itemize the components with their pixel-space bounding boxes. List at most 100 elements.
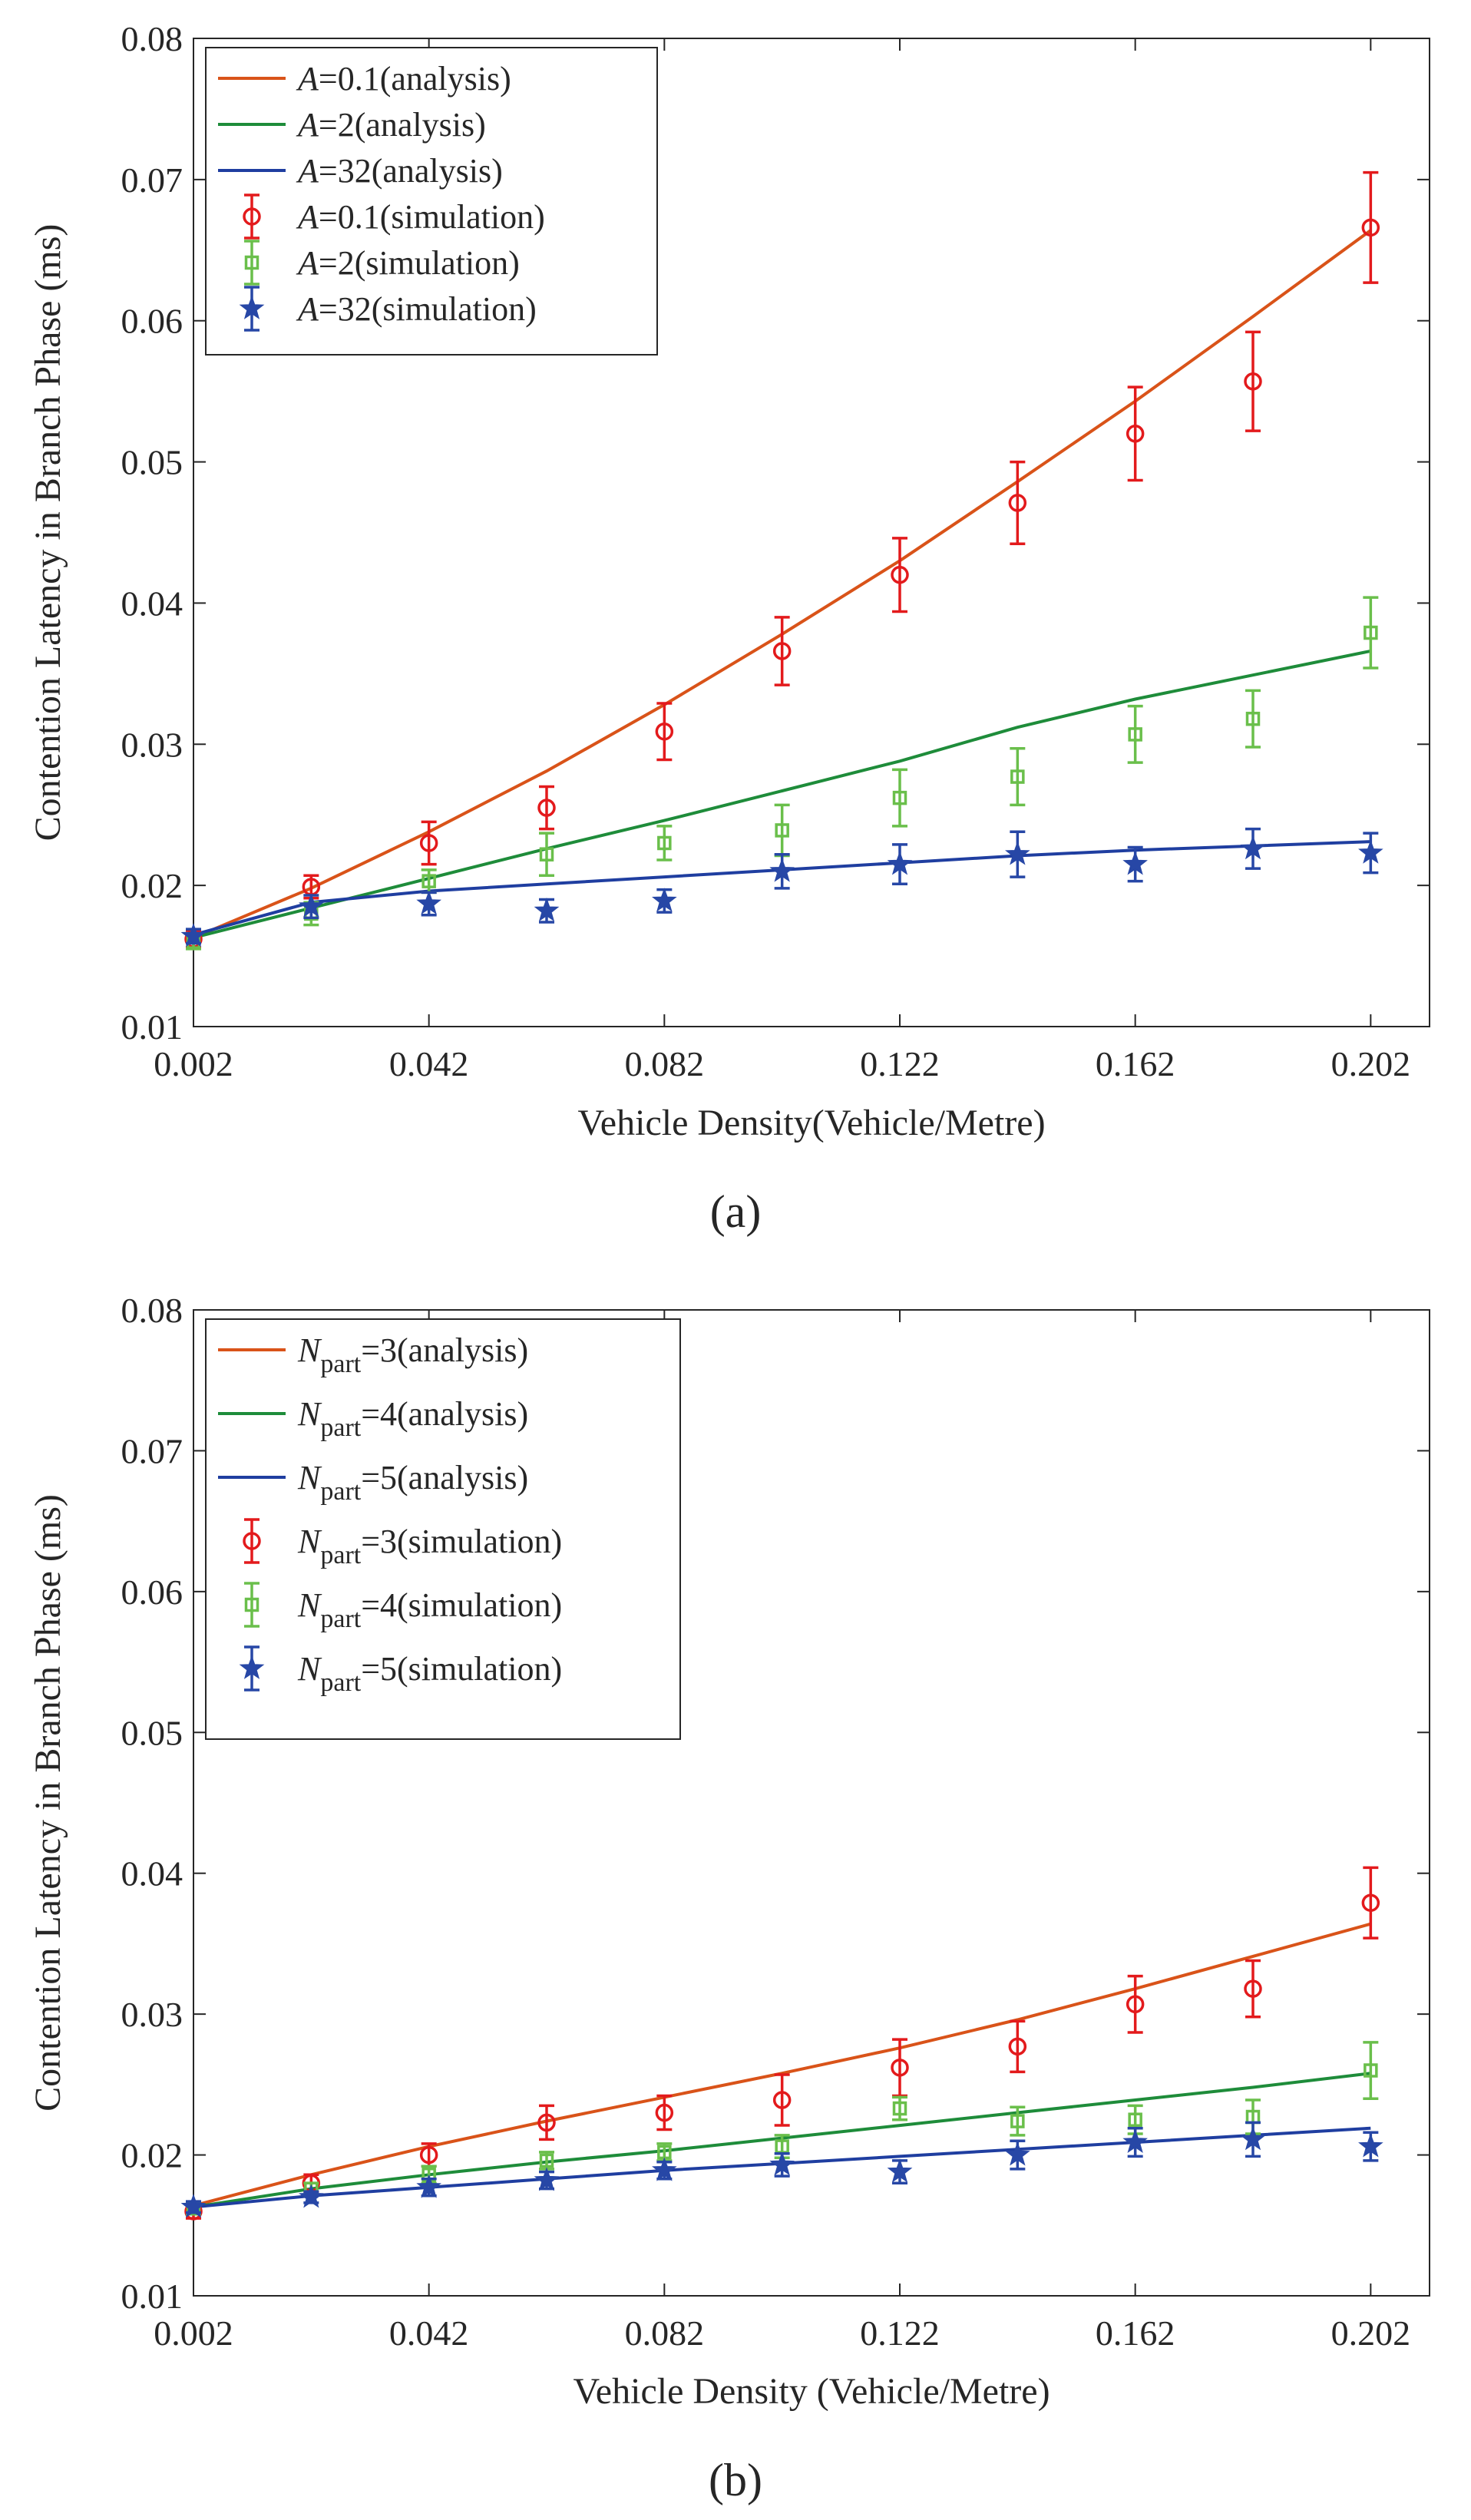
charta-data-point — [1128, 727, 1142, 742]
charta-data-point — [1244, 372, 1262, 391]
chartb-legend-label: Npart=5(analysis) — [297, 1459, 528, 1506]
chartb-data-point — [1361, 1893, 1380, 1912]
charta-data-point — [891, 565, 909, 584]
charta-series-line — [193, 649, 1371, 940]
chartb-data-point — [537, 2113, 556, 2132]
charta-data-point — [534, 897, 560, 922]
charta-ytick-label: 0.03 — [121, 725, 183, 764]
charta-data-point — [652, 888, 677, 912]
charta-data-point — [539, 847, 554, 861]
chartb-legend-box — [205, 1318, 681, 1740]
chartb-legend-label: Npart=3(analysis) — [297, 1331, 528, 1378]
charta-data-point — [537, 799, 556, 817]
charta-data-point — [1122, 851, 1148, 875]
charta-legend-marker — [243, 207, 261, 226]
charta-data-point — [772, 642, 792, 660]
charta-data-point — [1126, 425, 1145, 443]
chartb-data-point — [1364, 2063, 1378, 2078]
chartb-xtick-label: 0.122 — [860, 2313, 940, 2353]
chartb-data-point — [769, 2151, 795, 2176]
charta-ytick-label: 0.08 — [121, 19, 183, 58]
chartb-legend-marker — [239, 1655, 265, 1679]
charta-data-point — [421, 874, 436, 888]
chartb-legend-label: Npart=4(analysis) — [297, 1395, 528, 1442]
chartb-data-point — [539, 2153, 554, 2168]
chartb-ytick-label: 0.07 — [121, 1431, 183, 1470]
charta-data-point — [1008, 494, 1027, 512]
chartb-data-point — [891, 2059, 909, 2077]
chartb-data-point — [772, 2091, 792, 2109]
charta-data-point — [655, 722, 674, 741]
charta-data-point — [1361, 218, 1380, 237]
chartb-xtick-label: 0.082 — [625, 2313, 705, 2353]
charta-ytick-label: 0.01 — [121, 1007, 183, 1047]
chartb-ytick-label: 0.06 — [121, 1573, 183, 1612]
charta-legend-label: A=32(analysis) — [296, 152, 503, 190]
chartb-data-point — [419, 2145, 438, 2164]
charta-legend-label: A=2(simulation) — [296, 244, 520, 282]
chartb-xtick-label: 0.002 — [154, 2313, 233, 2353]
charta-xtick-label: 0.202 — [1331, 1044, 1411, 1083]
chartb-ytick-label: 0.05 — [121, 1713, 183, 1752]
charta-legend-label: A=32(simulation) — [296, 290, 537, 328]
charta-data-point — [769, 858, 795, 882]
charta-ytick-label: 0.06 — [121, 302, 183, 341]
chartb-data-point — [1128, 2112, 1142, 2127]
chartb-ytick-label: 0.08 — [121, 1291, 183, 1330]
charta-data-point — [180, 923, 207, 947]
charta-legend-marker — [239, 295, 265, 319]
charta-ytick-label: 0.02 — [121, 866, 183, 905]
chartb-data-point — [1005, 2141, 1030, 2166]
chartb-series-line — [193, 1922, 1371, 2207]
chartb-legend-label: Npart=4(simulation) — [297, 1586, 562, 1633]
charta-data-point — [775, 823, 789, 838]
charta-legend-label: A=0.1(analysis) — [296, 60, 511, 98]
charta-data-point — [1358, 839, 1383, 864]
chart-panel-a: 0.01 0.02 0.03 0.04 0.05 0.06 0.07 0.08 0.002 0.0… — [28, 19, 1430, 1143]
charta-xtick-label: 0.082 — [625, 1044, 705, 1083]
charta-xtick-label: 0.162 — [1096, 1044, 1175, 1083]
panel-label-b: (b) — [709, 2455, 762, 2505]
chartb-ytick-label: 0.01 — [121, 2277, 183, 2316]
charta-data-point — [1364, 625, 1378, 640]
chartb-data-point — [1122, 2128, 1148, 2153]
chartb-xtick-label: 0.162 — [1096, 2313, 1175, 2353]
chartb-legend-marker — [243, 1532, 261, 1550]
chartb-data-point — [416, 2174, 441, 2198]
charta-ytick-label: 0.05 — [121, 443, 183, 482]
chartb-legend-label: Npart=5(simulation) — [297, 1650, 562, 1697]
chartb-data-point — [892, 2101, 907, 2116]
chart-panel-b: 0.01 0.02 0.03 0.04 0.05 0.06 0.07 0.08 0.002 0.0… — [28, 1291, 1430, 2412]
charta-yaxis-label: Contention Latency in Branch Phase (ms) — [28, 224, 68, 842]
chartb-data-point — [299, 2184, 324, 2208]
chartb-data-point — [887, 2158, 913, 2183]
charta-xtick-label: 0.042 — [389, 1044, 469, 1083]
chartb-data-point — [1358, 2133, 1383, 2158]
charta-data-point — [1005, 841, 1030, 865]
charta-xtick-label: 0.002 — [154, 1044, 233, 1083]
chartb-data-point — [1244, 1979, 1262, 1998]
charta-legend-marker — [244, 255, 259, 270]
chartb-xtick-label: 0.042 — [389, 2313, 469, 2353]
charta-ytick-label: 0.04 — [121, 584, 183, 623]
chartb-data-point — [652, 2157, 677, 2181]
charta-legend-label: A=2(analysis) — [296, 106, 486, 144]
panel-label-a: (a) — [710, 1186, 762, 1237]
chartb-xaxis-label: Vehicle Density (Vehicle/Metre) — [573, 2371, 1050, 2412]
charta-data-point — [1240, 835, 1266, 860]
chartb-yaxis-label: Contention Latency in Branch Phase (ms) — [28, 1494, 68, 2112]
chartb-ytick-label: 0.02 — [121, 2136, 183, 2175]
chartb-data-point — [1008, 2037, 1027, 2056]
charta-data-point — [892, 790, 907, 805]
charta-data-point — [657, 835, 672, 851]
charta-data-point — [416, 890, 441, 914]
chartb-data-point — [534, 2167, 560, 2191]
chartb-data-point — [655, 2103, 674, 2122]
charta-data-point — [1010, 769, 1025, 784]
chartb-ytick-label: 0.04 — [121, 1854, 183, 1893]
charta-data-point — [299, 893, 324, 918]
charta-data-point — [419, 834, 438, 852]
charta-legend-label: A=0.1(simulation) — [296, 198, 545, 236]
chartb-data-point — [1010, 2114, 1025, 2128]
